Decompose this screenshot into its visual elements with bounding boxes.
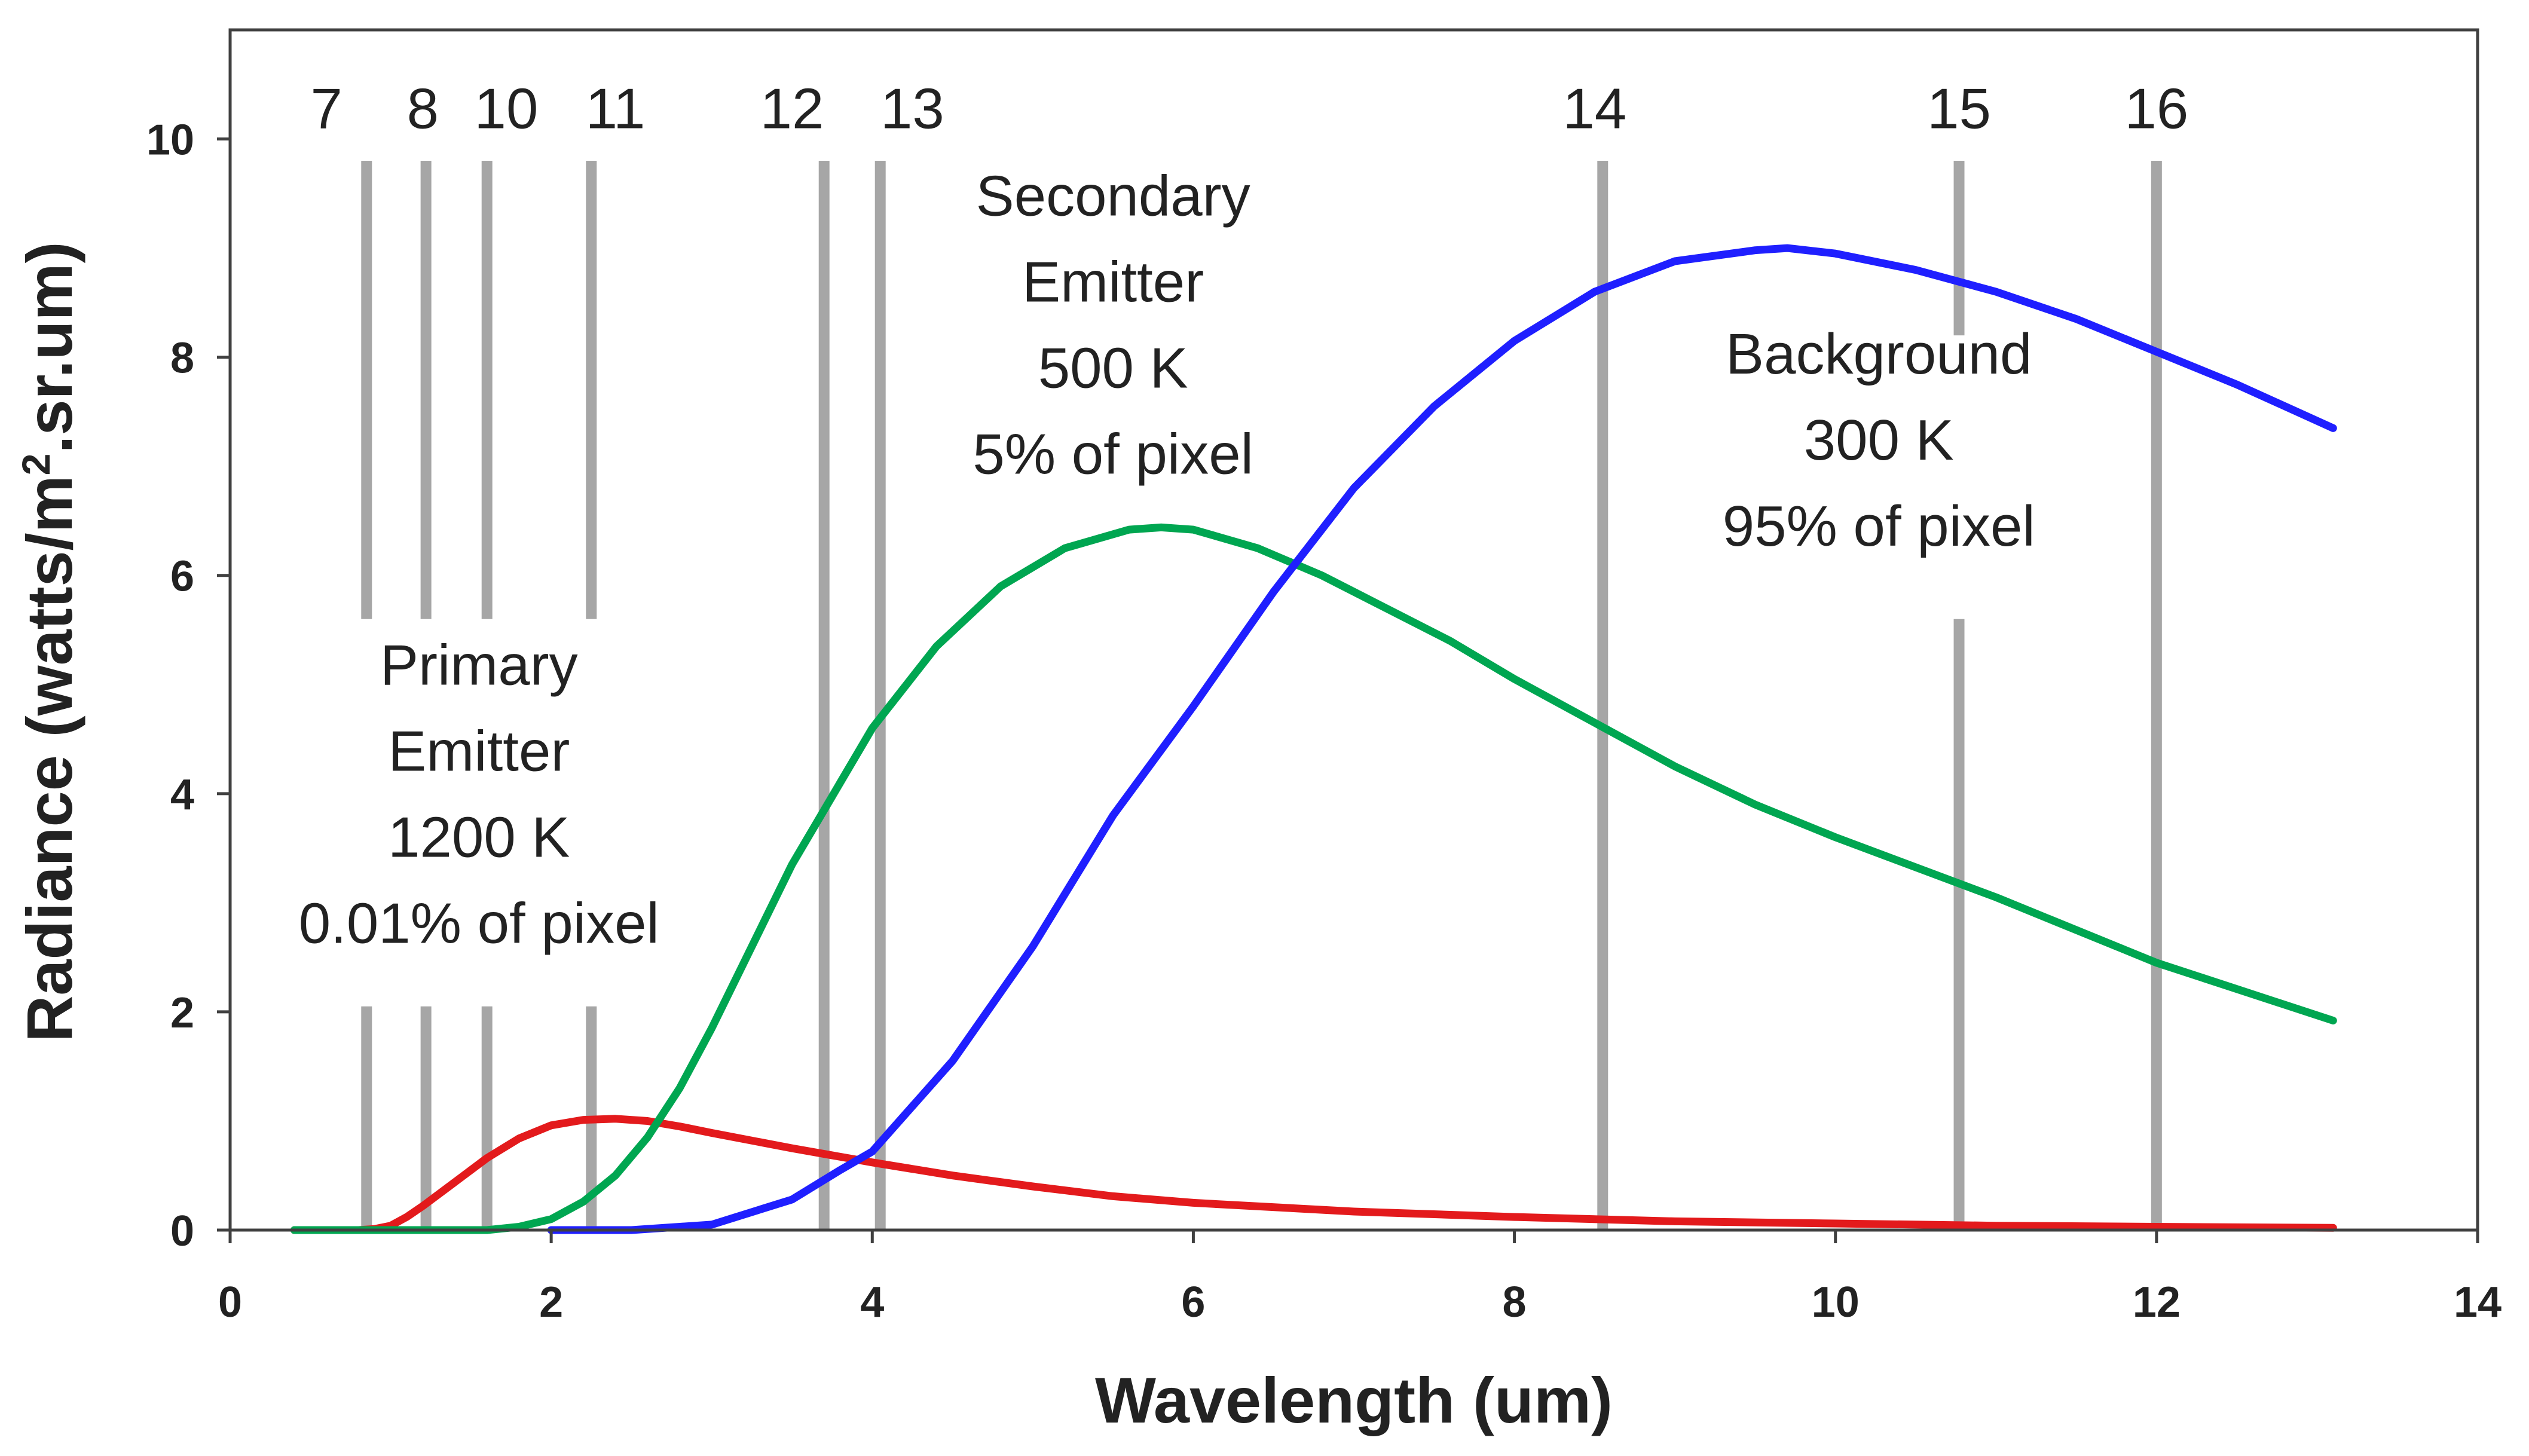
annotation-secondary: Secondary Emitter 500 K 5% of pixel [973, 164, 1253, 486]
y-axis-title-superscript: 2 [14, 454, 58, 476]
annotation-secondary-line-1: Emitter [1022, 250, 1204, 314]
annotation-primary-line-2: 1200 K [388, 805, 570, 869]
band-label-13: 13 [880, 77, 944, 140]
band-label-16: 16 [2124, 77, 2188, 140]
plot-frame [228, 28, 2479, 1232]
y-axis-title: Radiance (watts/m2.sr.um) [13, 241, 85, 1042]
y-tick-label-2: 2 [170, 989, 194, 1037]
band-label-10: 10 [475, 77, 539, 140]
band-label-14: 14 [1562, 77, 1626, 140]
x-tick-label-2: 2 [539, 1278, 563, 1326]
series-lines [290, 244, 2337, 1234]
x-axis-ticks: 0 2 4 6 8 10 12 14 [218, 1230, 2502, 1326]
x-tick-label-8: 8 [1503, 1278, 1527, 1326]
spectral-bands [361, 161, 2162, 1230]
annotation-secondary-line-3: 5% of pixel [973, 422, 1253, 486]
y-tick-label-6: 6 [170, 553, 194, 601]
x-tick-label-12: 12 [2133, 1278, 2181, 1326]
x-tick-label-6: 6 [1181, 1278, 1205, 1326]
series-line-secondary-emitter [290, 523, 2337, 1234]
annotation-background-line-2: 95% of pixel [1723, 494, 2035, 558]
x-tick-label-10: 10 [1812, 1278, 1860, 1326]
annotation-primary: Primary Emitter 1200 K 0.01% of pixel [299, 633, 659, 955]
band-label-15: 15 [1927, 77, 1991, 140]
x-tick-label-14: 14 [2454, 1278, 2502, 1326]
band-label-11: 11 [586, 77, 646, 140]
y-tick-label-0: 0 [170, 1207, 194, 1255]
band-label-7: 7 [310, 77, 342, 140]
series-line-primary-emitter [290, 1115, 2337, 1234]
y-axis-title-tail: .sr.um) [13, 241, 85, 453]
y-tick-label-10: 10 [146, 117, 194, 164]
annotation-secondary-line-2: 500 K [1038, 336, 1188, 400]
series-line-background [547, 244, 2337, 1234]
y-axis-title-main: Radiance (watts/m [13, 475, 85, 1042]
y-axis-ticks: 0 2 4 6 8 10 [146, 117, 230, 1255]
band-label-12: 12 [760, 77, 824, 140]
band-labels: 7 8 10 11 12 13 14 15 16 [310, 77, 2188, 140]
annotation-secondary-line-0: Secondary [976, 164, 1250, 228]
annotation-primary-line-0: Primary [380, 633, 578, 697]
y-tick-label-4: 4 [170, 771, 194, 819]
band-label-8: 8 [407, 77, 439, 140]
annotations: Primary Emitter 1200 K 0.01% of pixel Second… [299, 164, 2035, 955]
x-axis-title: Wavelength (um) [1095, 1364, 1613, 1436]
x-tick-label-0: 0 [218, 1278, 242, 1326]
annotation-background: Background 300 K 95% of pixel [1723, 322, 2035, 558]
y-tick-label-8: 8 [170, 335, 194, 383]
annotation-background-line-0: Background [1726, 322, 2032, 386]
annotation-primary-line-1: Emitter [388, 719, 570, 783]
annotation-primary-line-3: 0.01% of pixel [299, 891, 659, 955]
x-tick-label-4: 4 [860, 1278, 884, 1326]
axes: 0 2 4 6 8 10 12 14 0 2 4 6 8 10 [146, 28, 2502, 1326]
annotation-background-line-1: 300 K [1804, 408, 1954, 472]
